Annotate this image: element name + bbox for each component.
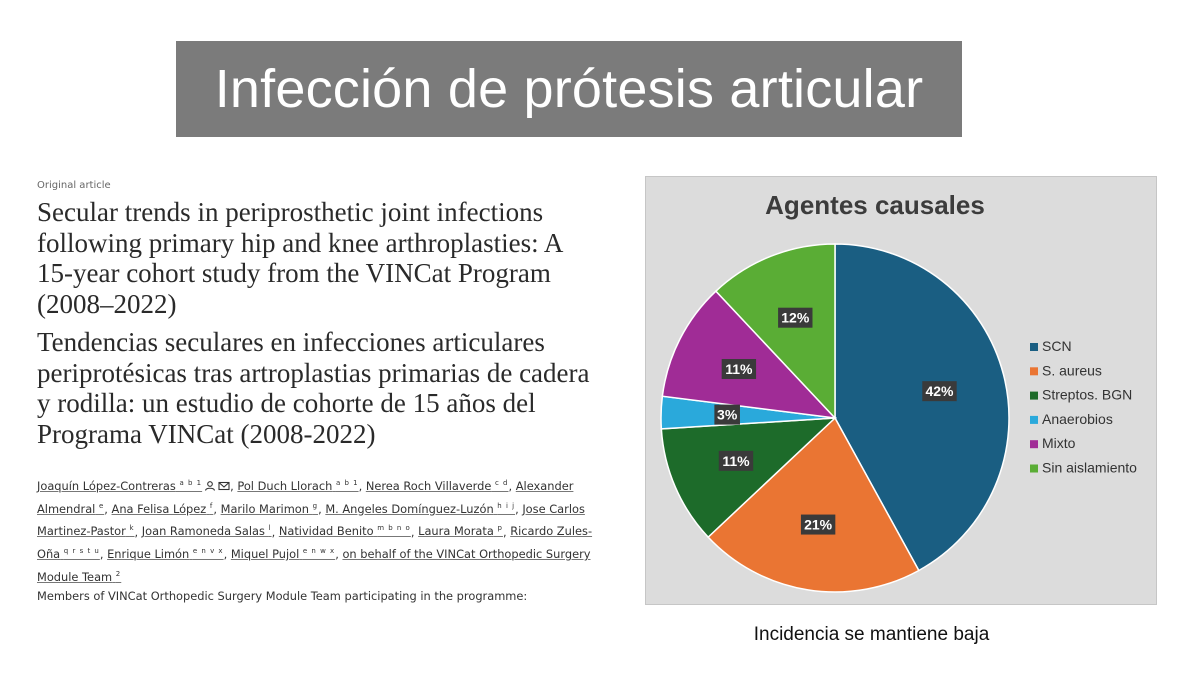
members-note: Members of VINCat Orthopedic Surgery Mod… <box>37 588 528 603</box>
legend-swatch-4 <box>1030 440 1038 449</box>
author-link[interactable]: on behalf of the VINCat Orthopedic Surge… <box>37 547 591 584</box>
author-name: Ricardo Zules-Oña <box>37 524 593 562</box>
author-affiliation-marks: q r s t u <box>63 547 100 556</box>
data-label-1: 21% <box>800 514 836 535</box>
author-affiliation-marks: l <box>268 524 272 533</box>
data-label-0: 42% <box>922 381 957 402</box>
author-link[interactable]: Enrique Limón e n v x <box>107 547 223 561</box>
legend-swatch-1 <box>1030 367 1038 376</box>
data-label-box <box>714 404 740 425</box>
legend-label-0: SCN <box>1042 338 1072 354</box>
pie-slice-2 <box>660 417 838 539</box>
pie-chart: Agentes causales 42% 21% 11% 3% 11% 12% SCN S.… <box>660 190 1137 593</box>
data-label-5: 12% <box>778 307 813 328</box>
data-label-3: 3% <box>714 404 740 425</box>
data-label-text: 12% <box>781 310 810 326</box>
author-link[interactable]: Ricardo Zules-Oña q r s t u <box>37 524 592 561</box>
legend-label-3: Anaerobios <box>1042 411 1113 427</box>
author-affiliation-marks: p <box>497 524 503 533</box>
article-excerpt: Original article Secular trends in perip… <box>37 180 597 605</box>
author-link[interactable]: Nerea Roch Villaverde c d <box>366 479 509 493</box>
data-label-box <box>778 307 813 328</box>
author-name: Marilo Marimon <box>220 501 309 516</box>
author-link[interactable]: Alexander Almendral e <box>37 479 573 516</box>
author-link[interactable]: Ana Felisa López f <box>112 502 214 516</box>
author-affiliation-marks: a b 1 <box>179 479 203 487</box>
data-label-box <box>721 359 757 380</box>
pie-slice-0 <box>834 243 1010 572</box>
data-label-box <box>718 450 754 471</box>
author-link[interactable]: Joan Ramoneda Salas l <box>142 524 272 538</box>
legend-label-5: Sin aislamiento <box>1042 460 1137 476</box>
author-name: Natividad Benito <box>278 524 374 539</box>
pie-chart-panel: Agentes causales 42% 21% 11% 3% 11% 12% SCN S.… <box>645 176 1157 605</box>
legend-label-4: Mixto <box>1042 435 1076 451</box>
data-label-4: 11% <box>721 359 757 380</box>
article-title-spanish: Tendencias seculares en infecciones arti… <box>37 327 590 449</box>
legend-swatch-5 <box>1030 464 1038 473</box>
author-affiliation-marks: 2 <box>115 570 122 579</box>
caption: Incidencia se mantiene baja <box>753 624 990 645</box>
pie-data-labels: 42% 21% 11% 3% 11% 12% <box>714 307 957 535</box>
data-label-box <box>922 381 957 402</box>
author-link[interactable]: Natividad Benito m b n o <box>279 524 411 538</box>
data-label-box <box>800 514 836 535</box>
data-label-text: 3% <box>717 407 738 423</box>
author-name: Joaquín López-Contreras <box>37 478 176 493</box>
author-affiliation-marks: f <box>209 501 214 510</box>
legend-swatch-3 <box>1030 415 1038 424</box>
legend-swatch-2 <box>1030 391 1038 400</box>
author-link[interactable]: Laura Morata p <box>418 524 503 538</box>
author-affiliation-marks: h i j <box>497 501 516 510</box>
author-affiliation-marks: g <box>312 501 319 510</box>
author-affiliation-marks: m b n o <box>377 524 411 533</box>
data-label-2: 11% <box>718 450 754 471</box>
author-name: Laura Morata <box>418 524 494 539</box>
author-name: Ana Felisa López <box>111 501 207 516</box>
pie-slice-4 <box>661 290 837 420</box>
author-link[interactable]: Jose Carlos Martinez-Pastor k <box>37 502 585 539</box>
chart-title: Agentes causales <box>765 190 985 220</box>
legend-label-1: S. aureus <box>1042 362 1102 378</box>
author-link[interactable]: M. Angeles Domínguez-Luzón h i j <box>325 502 515 516</box>
pie-slices <box>660 243 1010 593</box>
data-label-text: 11% <box>722 453 750 469</box>
author-name: Nerea Roch Villaverde <box>365 478 492 493</box>
legend-swatch-0 <box>1030 343 1038 351</box>
author-link[interactable]: Pol Duch Llorach a b 1 <box>237 479 358 493</box>
author-affiliation-marks: a b 1 <box>335 479 359 487</box>
article-title-english: Secular trends in periprosthetic joint i… <box>37 197 562 319</box>
legend-label-2: Streptos. BGN <box>1042 387 1132 403</box>
author-affiliation-marks: c d <box>494 479 509 487</box>
author-name: Enrique Limón <box>107 547 190 562</box>
article-kicker: Original article <box>37 180 111 191</box>
author-name: Miquel Pujol <box>230 547 300 562</box>
data-label-text: 11% <box>725 361 753 377</box>
slide-title: Infección de prótesis articular <box>176 41 962 137</box>
author-name: M. Angeles Domínguez-Luzón <box>325 501 494 516</box>
chart-legend: SCN S. aureus Streptos. BGN Anaerobios Mixto… <box>1030 338 1137 476</box>
author-name: Joan Ramoneda Salas <box>141 524 265 539</box>
data-label-text: 42% <box>925 383 954 399</box>
author-name: Jose Carlos Martinez-Pastor <box>37 501 585 539</box>
author-list: Joaquín López-Contreras a b 1, Pol Duch … <box>37 478 593 584</box>
author-name: on behalf of the VINCat Orthopedic Surge… <box>37 547 591 584</box>
author-affiliation-marks: e <box>98 501 105 510</box>
author-affiliation-marks: k <box>129 524 135 533</box>
pie-slice-1 <box>707 416 920 593</box>
author-affiliation-marks: e n v x <box>192 547 224 556</box>
data-label-text: 21% <box>804 517 833 533</box>
author-name: Pol Duch Llorach <box>237 478 333 493</box>
author-link[interactable]: Joaquín López-Contreras a b 1 <box>37 479 230 493</box>
author-name: Alexander Almendral <box>37 478 574 516</box>
author-affiliation-marks: e n w x <box>302 547 336 556</box>
pie-slice-5 <box>714 243 836 420</box>
author-link[interactable]: Miquel Pujol e n w x <box>231 547 335 561</box>
envelope-icon[interactable] <box>218 481 230 491</box>
author-link[interactable]: Marilo Marimon g <box>221 502 318 516</box>
person-icon[interactable] <box>204 480 216 491</box>
